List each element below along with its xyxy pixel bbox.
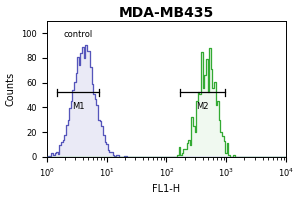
Text: M2: M2: [196, 102, 209, 111]
X-axis label: FL1-H: FL1-H: [152, 184, 181, 194]
Text: control: control: [63, 30, 93, 39]
Text: M1: M1: [72, 102, 85, 111]
Y-axis label: Counts: Counts: [6, 72, 16, 106]
Title: MDA-MB435: MDA-MB435: [119, 6, 214, 20]
